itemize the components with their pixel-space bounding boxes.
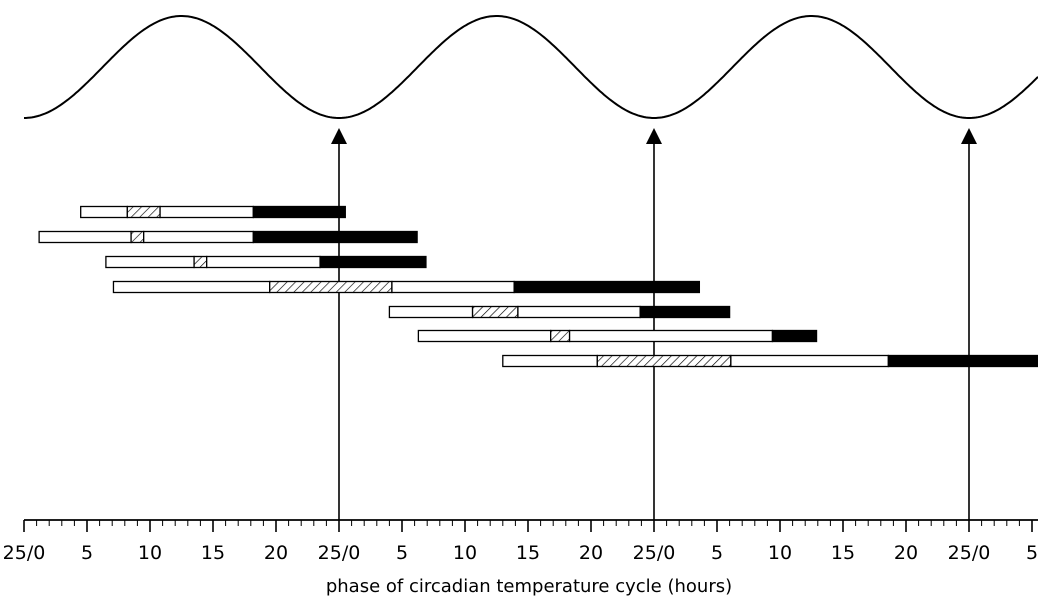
wake-segment-late [517, 305, 641, 319]
x-tick-label: 5 [1026, 542, 1038, 564]
sleep-segment [639, 305, 731, 319]
x-tick-label: 25/0 [948, 542, 991, 564]
sleep-segment [252, 205, 346, 219]
wake-segment [38, 230, 132, 244]
temperature-curve [24, 15, 1038, 119]
wake-segment-late [159, 205, 254, 219]
x-tick-label: 15 [201, 542, 225, 564]
x-axis: 25/0 5 10 15 20 25/0 5 10 15 20 25/0 5 10 15 20 25/0 5 [3, 519, 1038, 564]
hatched-segment [269, 280, 393, 294]
hatched-segment [126, 205, 161, 219]
wake-segment-late [568, 329, 774, 343]
sleep-wake-bar-4 [112, 280, 701, 294]
wake-segment [80, 205, 128, 219]
sleep-segment [319, 255, 427, 269]
x-tick-label: 25/0 [318, 542, 361, 564]
x-tick-label: 15 [831, 542, 855, 564]
x-tick-label: 20 [264, 542, 288, 564]
x-tick-label: 10 [768, 542, 792, 564]
wake-segment-late [143, 230, 254, 244]
sleep-segment [513, 280, 701, 294]
sleep-wake-bar-3 [105, 255, 427, 269]
wake-segment [388, 305, 474, 319]
wake-segment [105, 255, 195, 269]
x-tick-label: 10 [453, 542, 477, 564]
sleep-segment [771, 329, 818, 343]
x-tick-label: 25/0 [633, 542, 676, 564]
x-tick-label: 10 [138, 542, 162, 564]
bars-group [38, 205, 1038, 368]
hatched-segment [596, 354, 732, 368]
hatched-segment [130, 230, 145, 244]
wake-segment [502, 354, 598, 368]
x-tick-label: 5 [81, 542, 93, 564]
wake-segment-late [730, 354, 890, 368]
hatched-segment [471, 305, 519, 319]
x-tick-label: 20 [579, 542, 603, 564]
x-tick-label: 20 [894, 542, 918, 564]
hatched-segment [550, 329, 571, 343]
x-tick-label: 15 [516, 542, 540, 564]
wake-segment-late [391, 280, 515, 294]
x-tick-label: 5 [396, 542, 408, 564]
wake-segment [417, 329, 552, 343]
sleep-wake-bar-5 [388, 305, 731, 319]
sleep-wake-bar-1 [80, 205, 346, 219]
sleep-wake-bar-2 [38, 230, 418, 244]
arrows-group [331, 128, 977, 520]
wake-segment [112, 280, 271, 294]
x-axis-title: phase of circadian temperature cycle (ho… [326, 576, 732, 597]
x-tick-label: 25/0 [3, 542, 46, 564]
sleep-segment [887, 354, 1038, 368]
wake-segment-late [206, 255, 321, 269]
hatched-segment [193, 255, 208, 269]
sleep-segment [252, 230, 418, 244]
sleep-wake-bar-6 [417, 329, 818, 343]
x-tick-label: 5 [711, 542, 723, 564]
sleep-wake-bar-7 [502, 354, 1038, 368]
